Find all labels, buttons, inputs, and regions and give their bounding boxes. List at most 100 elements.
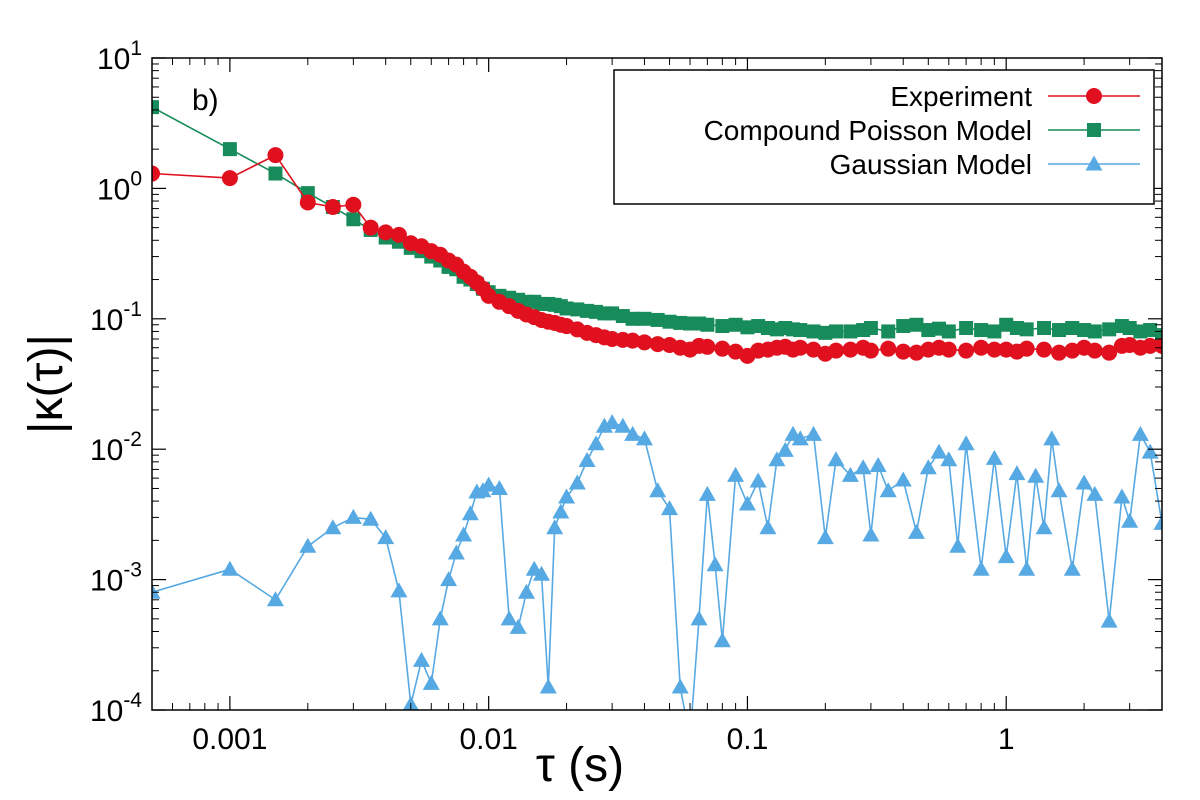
gaussian-model-point: [791, 430, 809, 446]
gaussian-model-point: [1075, 474, 1093, 490]
experiment-point: [152, 165, 160, 182]
gaussian-model-point: [431, 610, 449, 626]
compound-poisson-model-point: [625, 311, 640, 326]
compound-poisson-model-point: [1087, 324, 1102, 339]
compound-poisson-model-point: [987, 324, 1002, 339]
gaussian-model-point: [985, 449, 1003, 465]
axis-ticks: 0.001 0.01 0.1 1 101 100 10-1 10-2 10-3 10-4: [90, 37, 1163, 756]
compound-poisson-model-point: [1065, 321, 1080, 336]
gaussian-model-point: [894, 471, 912, 487]
gaussian-model-point: [500, 610, 518, 626]
gaussian-model-point: [1131, 425, 1149, 441]
compound-poisson-model-point: [559, 301, 574, 316]
gaussian-model-point: [539, 678, 557, 694]
gaussian-model-point: [698, 485, 716, 501]
gaussian-model-point: [869, 456, 887, 472]
legend-box: [613, 69, 1155, 205]
x-tick-label: 1: [998, 723, 1015, 756]
compound-poisson-model-point: [863, 321, 878, 336]
compound-poisson-model-point: [1102, 322, 1117, 337]
experiment-point: [636, 334, 653, 351]
compound-poisson-model-point: [909, 317, 924, 332]
experiment-point: [862, 342, 879, 359]
gaussian-model-point: [776, 441, 794, 457]
gaussian-model-point: [1043, 430, 1061, 446]
y-tick-label: 10-4: [90, 689, 142, 728]
gaussian-model-point: [440, 571, 458, 587]
gaussian-model-point: [749, 472, 767, 488]
gaussian-model-point: [1153, 514, 1162, 530]
compound-poisson-model-point: [793, 323, 808, 338]
gaussian-model-point: [221, 560, 239, 576]
gaussian-model-point: [603, 414, 621, 430]
experiment-point: [1051, 344, 1068, 361]
gaussian-model-point: [768, 451, 786, 467]
gaussian-model-point: [509, 618, 527, 634]
compound-poisson-model-point: [921, 323, 936, 338]
gaussian-model-point: [377, 529, 395, 545]
legend-label-gaussian-model: Gaussian Model: [830, 149, 1032, 180]
gaussian-model-point: [1018, 560, 1036, 576]
compound-poisson-model-point: [715, 319, 730, 334]
gaussian-model-point: [461, 505, 479, 521]
compound-poisson-model-point: [806, 324, 821, 339]
gaussian-model-point: [578, 451, 596, 467]
compound-poisson-model-point: [637, 311, 652, 326]
legend-label-compound-poisson-model: Compound Poisson Model: [704, 115, 1032, 146]
gaussian-model-point: [649, 482, 667, 498]
experiment-point: [958, 342, 975, 359]
compound-poisson-model-point: [740, 320, 755, 335]
compound-poisson-model-point: [346, 212, 361, 227]
gaussian-model-point: [940, 451, 958, 467]
compound-poisson-model-point: [829, 324, 844, 339]
legend-label-experiment: Experiment: [890, 81, 1032, 112]
gaussian-model-point: [1113, 488, 1131, 504]
gaussian-model-point: [713, 632, 731, 648]
legend-marker-experiment: [1086, 88, 1102, 104]
experiment-point: [714, 340, 731, 357]
y-tick-label: 10-1: [90, 298, 142, 337]
gaussian-model-point: [1121, 512, 1139, 528]
gaussian-model-point: [690, 610, 708, 626]
gaussian-model-point: [532, 565, 550, 581]
experiment-point: [324, 199, 341, 216]
panel-label: b): [192, 84, 219, 117]
experiment-point: [377, 224, 394, 241]
compound-poisson-model-point: [1037, 321, 1052, 336]
experiment-point: [624, 332, 641, 349]
experiment-point: [986, 341, 1003, 358]
experiment-point: [895, 343, 912, 360]
gaussian-model-point: [841, 466, 859, 482]
gaussian-model-point: [706, 556, 724, 572]
legend-marker-gaussian-model: [1085, 155, 1103, 171]
legend-marker-compound-poisson-model: [1087, 123, 1101, 137]
experiment-point: [699, 338, 716, 355]
experiment-point: [842, 341, 859, 358]
x-tick-label: 0.1: [727, 723, 769, 756]
experiment-point: [828, 342, 845, 359]
experiment-point: [1086, 342, 1103, 359]
gaussian-model-point: [546, 519, 564, 535]
gaussian-model-point: [635, 430, 653, 446]
gaussian-model-point: [862, 526, 880, 542]
gaussian-model-point: [490, 479, 508, 495]
gaussian-model-point: [738, 495, 756, 511]
gaussian-model-point: [907, 523, 925, 539]
gaussian-model-point: [455, 526, 473, 542]
compound-poisson-model-point: [152, 100, 159, 115]
experiment-point: [345, 196, 362, 213]
compound-poisson-model-point: [881, 324, 896, 339]
gaussian-model-point: [854, 459, 872, 475]
gaussian-model-point: [344, 508, 362, 524]
gaussian-model-point: [1035, 519, 1053, 535]
compound-poisson-model-point: [974, 323, 989, 338]
gaussian-model-point: [480, 476, 498, 492]
compound-poisson-model-point: [222, 142, 237, 157]
compound-poisson-model-point: [941, 324, 956, 339]
compound-poisson-model-point: [896, 319, 911, 334]
y-tick-label: 100: [97, 167, 142, 206]
gaussian-model-point: [727, 466, 745, 482]
gaussian-model-point: [568, 474, 586, 490]
